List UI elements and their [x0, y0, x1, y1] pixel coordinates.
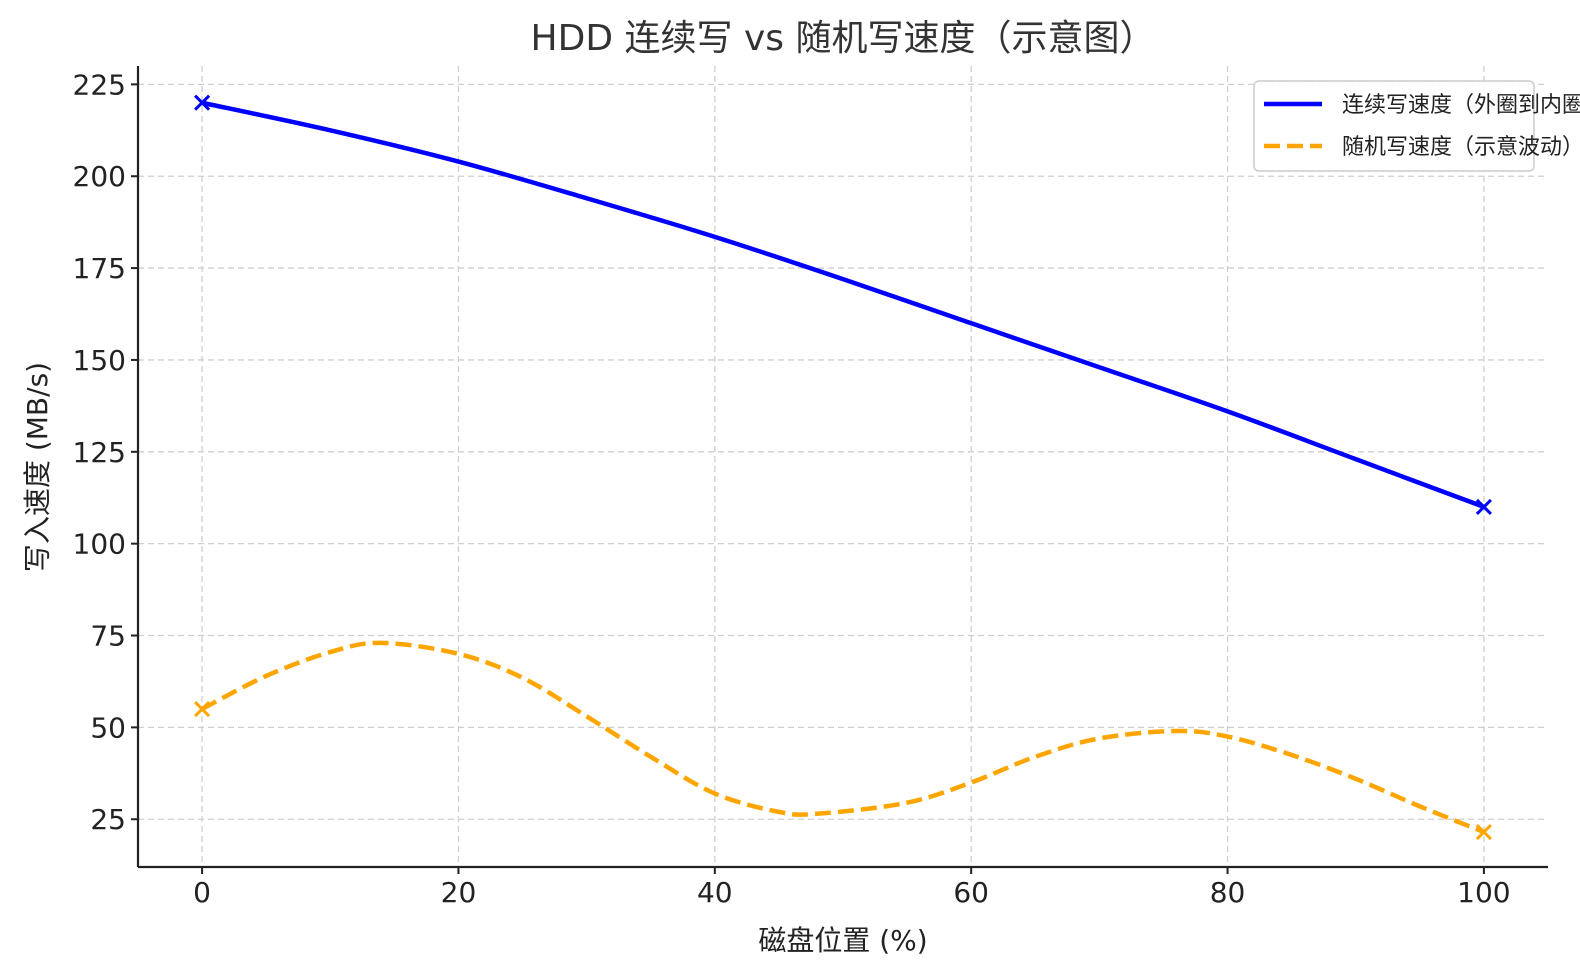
legend-label-1: 随机写速度（示意波动）	[1342, 135, 1580, 160]
y-axis-label: 写入速度 (MB/s)	[21, 362, 54, 572]
legend-box	[1253, 80, 1535, 172]
x-tick-label: 60	[953, 876, 989, 909]
x-tick-label: 40	[697, 876, 733, 909]
chart-title: HDD 连续写 vs 随机写速度（示意图）	[531, 18, 1156, 59]
y-tick-label: 75	[90, 620, 126, 653]
series-line-1	[201, 640, 1485, 835]
x-tick-label: 80	[1210, 876, 1246, 909]
series-layer	[194, 94, 1492, 841]
axis-ticks: 0 20 40 60 80 100 25 50 75 100 125 150 175 200 225	[73, 68, 1511, 909]
y-tick-label: 150	[73, 344, 126, 377]
legend: 连续写速度（外圈到内圈） 随机写速度（示意波动）	[1253, 80, 1580, 172]
axes	[136, 66, 1548, 869]
y-tick-label: 225	[73, 68, 126, 101]
x-tick-label: 100	[1457, 876, 1510, 909]
series-0-marker-0	[194, 94, 211, 111]
x-axis-label: 磁盘位置 (%)	[758, 924, 927, 957]
y-tick-label: 175	[73, 252, 126, 285]
series-line-0	[201, 100, 1485, 510]
series-0-marker-1	[1475, 498, 1492, 515]
series-1-marker-1	[1475, 824, 1492, 841]
x-tick-label: 20	[441, 876, 477, 909]
y-tick-label: 100	[73, 528, 126, 561]
y-tick-label: 50	[90, 711, 126, 744]
legend-label-0: 连续写速度（外圈到内圈）	[1342, 93, 1580, 118]
series-1-marker-0	[194, 700, 211, 718]
grid	[138, 66, 1548, 867]
y-tick-label: 125	[73, 436, 126, 469]
x-tick-label: 0	[193, 876, 211, 909]
y-tick-label: 200	[73, 160, 126, 193]
y-tick-label: 25	[90, 803, 126, 836]
